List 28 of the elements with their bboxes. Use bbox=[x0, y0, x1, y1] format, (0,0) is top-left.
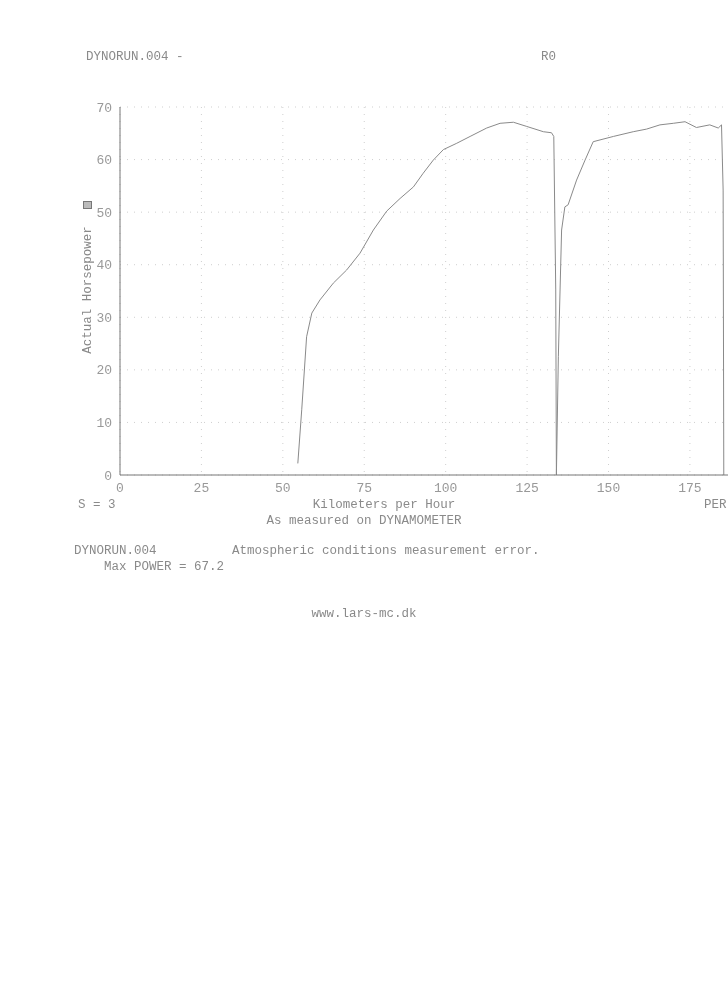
y-axis-title: Actual Horsepower bbox=[81, 226, 95, 354]
text: S = 3 bbox=[78, 498, 116, 512]
x-tick-label: 50 bbox=[275, 481, 291, 497]
x-tick-label: 150 bbox=[596, 481, 621, 497]
y-tick-label: 0 bbox=[104, 468, 112, 484]
y-tick-label: 70 bbox=[96, 100, 112, 116]
x-tick-label: 75 bbox=[356, 481, 373, 497]
x-axis-title: Kilometers per Hour bbox=[312, 498, 456, 512]
y-tick-label: 60 bbox=[96, 153, 112, 169]
x-tick-label: 175 bbox=[678, 481, 702, 497]
x-tick-label: 0 bbox=[116, 481, 124, 497]
y-tick-label: 50 bbox=[96, 205, 112, 221]
y-tick-label: 20 bbox=[96, 363, 112, 379]
y-tick-label: 30 bbox=[96, 310, 112, 326]
text: As measured on DYNAMOMETER bbox=[265, 514, 463, 528]
text: Max POWER = 67.2 bbox=[104, 560, 225, 574]
y-tick-label: 10 bbox=[96, 416, 112, 432]
chart-title: DYNORUN.004 - bbox=[86, 50, 184, 64]
text: DYNORUN.004 bbox=[74, 544, 157, 558]
text: Atmospheric conditions measurement error. bbox=[232, 544, 540, 558]
x-tick-label: 125 bbox=[515, 481, 539, 497]
chart-subtitle: R0 bbox=[541, 50, 557, 64]
x-tick-label: 25 bbox=[193, 481, 210, 497]
y-tick-label: 40 bbox=[96, 258, 112, 274]
text: PER bbox=[704, 498, 727, 512]
x-tick-label: 100 bbox=[433, 481, 458, 497]
line-series bbox=[297, 121, 725, 475]
text: www.lars-mc.dk bbox=[310, 607, 418, 621]
